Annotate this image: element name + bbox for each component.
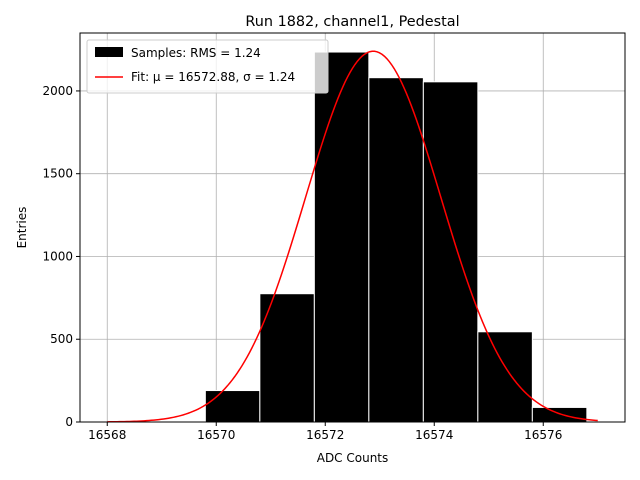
x-tick-label: 16576 <box>524 428 562 442</box>
fit-curve <box>107 50 598 423</box>
plot-frame <box>79 32 626 423</box>
histogram-bars <box>204 51 588 423</box>
legend-fit-label: Fit: μ = 16572.88, σ = 1.24 <box>131 70 295 84</box>
chart-title: Run 1882, channel1, Pedestal <box>245 14 459 30</box>
y-axis-label: Entries <box>15 207 29 249</box>
x-axis-ticks: 16568 16570 16572 16574 16576 <box>88 422 562 442</box>
y-axis-ticks: 0 500 1000 1500 2000 <box>42 84 80 429</box>
histogram-bar <box>259 293 315 423</box>
histogram-bar <box>531 406 588 423</box>
histogram-bar <box>422 81 479 423</box>
histogram-bar <box>313 51 370 423</box>
legend-box <box>86 39 329 94</box>
histogram-bar <box>368 77 424 423</box>
y-tick-label: 0 <box>65 415 73 429</box>
y-tick-label: 1000 <box>42 249 73 263</box>
x-tick-label: 16570 <box>197 428 235 442</box>
y-tick-label: 500 <box>50 332 73 346</box>
x-tick-label: 16568 <box>88 428 126 442</box>
x-tick-label: 16572 <box>306 428 344 442</box>
legend-samples-label: Samples: RMS = 1.24 <box>131 46 261 60</box>
y-tick-label: 2000 <box>42 84 73 98</box>
histogram-bar <box>204 390 261 423</box>
legend: Samples: RMS = 1.24 Fit: μ = 16572.88, σ… <box>86 39 329 94</box>
y-tick-label: 1500 <box>42 167 73 181</box>
x-tick-label: 16574 <box>415 428 453 442</box>
legend-samples-swatch <box>95 47 123 57</box>
fit-curve-layer <box>107 50 598 423</box>
x-axis-label: ADC Counts <box>317 451 389 465</box>
histogram-bar <box>477 331 533 423</box>
